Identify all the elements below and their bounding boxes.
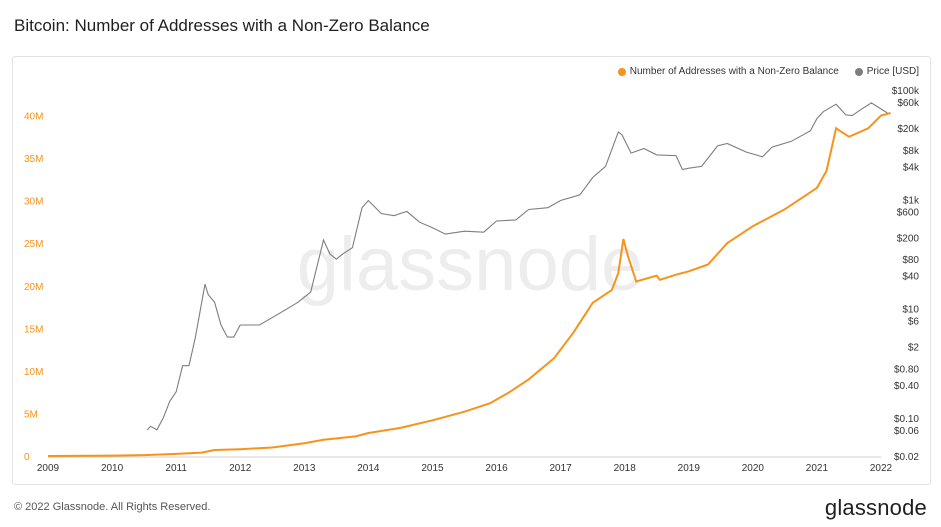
legend-addresses-dot — [617, 67, 626, 76]
x-tick-label: 2019 — [678, 463, 701, 474]
y-left-tick-label: 25M — [24, 239, 43, 250]
chart-title: Bitcoin: Number of Addresses with a Non-… — [14, 16, 430, 35]
y-right-tick-label: $40 — [902, 272, 919, 283]
x-tick-label: 2017 — [549, 463, 572, 474]
y-right-tick-label: $60k — [897, 98, 920, 109]
y-right-tick-label: $0.06 — [894, 426, 919, 437]
y-right-tick-label: $20k — [897, 124, 920, 135]
legend-addresses-label: Number of Addresses with a Non-Zero Bala… — [629, 66, 839, 77]
x-tick-label: 2011 — [165, 463, 187, 474]
y-right-tick-label: $100k — [892, 86, 920, 97]
y-right-tick-label: $0.02 — [894, 452, 919, 463]
legend-item-price[interactable]: Price [USD] — [854, 66, 919, 77]
x-tick-label: 2018 — [614, 463, 637, 474]
chart-panel — [12, 56, 931, 485]
y-left-tick-label: 10M — [24, 367, 43, 378]
x-axis: 2009 2010 2011 2012 2013 2014 2015 2016 2017 2018… — [37, 456, 893, 474]
legend-price-label: Price [USD] — [866, 66, 919, 77]
y-left-tick-label: 15M — [24, 324, 43, 335]
brand-logo: glassnode — [824, 495, 927, 520]
y-left-tick-label: 30M — [24, 197, 43, 208]
legend-item-addresses[interactable]: Number of Addresses with a Non-Zero Bala… — [617, 66, 839, 77]
y-right-tick-label: $4k — [903, 162, 920, 173]
x-tick-label: 2014 — [357, 463, 380, 474]
y-right-tick-label: $1k — [903, 195, 920, 206]
y-right-tick-label: $6 — [908, 317, 920, 328]
y-left-tick-label: 40M — [24, 112, 43, 123]
y-right-tick-label: $2 — [908, 343, 920, 354]
legend-price-dot — [854, 67, 863, 76]
y-right-tick-label: $8k — [903, 146, 920, 157]
x-tick-label: 2015 — [421, 463, 444, 474]
x-tick-label: 2022 — [870, 463, 893, 474]
watermark: glassnode — [297, 222, 644, 307]
y-left-tick-label: 0 — [24, 452, 30, 463]
y-right-tick-label: $600 — [897, 207, 920, 218]
y-right-tick-label: $80 — [902, 255, 919, 266]
y-left-tick-label: 35M — [24, 154, 43, 165]
legend: Number of Addresses with a Non-Zero Bala… — [617, 66, 919, 77]
y-left-tick-label: 5M — [24, 409, 38, 420]
y-axis-left: 0 5M 10M 15M 20M 25M 30M 35M 40M — [24, 112, 43, 463]
y-axis-right: $0.02 $0.06$0.10 $0.40 $0.80 $2 $6$10 $40 $80 $2… — [892, 86, 920, 463]
x-tick-label: 2020 — [742, 463, 765, 474]
x-tick-label: 2016 — [485, 463, 508, 474]
y-right-tick-label: $10 — [902, 305, 919, 316]
copyright: © 2022 Glassnode. All Rights Reserved. — [14, 501, 211, 513]
x-tick-label: 2021 — [806, 463, 829, 474]
y-left-tick-label: 20M — [24, 282, 43, 293]
y-right-tick-label: $200 — [897, 233, 920, 244]
y-right-tick-label: $0.80 — [894, 364, 919, 375]
x-tick-label: 2009 — [37, 463, 60, 474]
series-addresses-line — [47, 112, 891, 457]
series-price-line — [146, 102, 888, 431]
y-right-tick-label: $0.10 — [894, 414, 919, 425]
y-right-tick-label: $0.40 — [894, 381, 919, 392]
x-tick-label: 2012 — [229, 463, 252, 474]
x-tick-label: 2013 — [293, 463, 316, 474]
x-tick-label: 2010 — [101, 463, 124, 474]
